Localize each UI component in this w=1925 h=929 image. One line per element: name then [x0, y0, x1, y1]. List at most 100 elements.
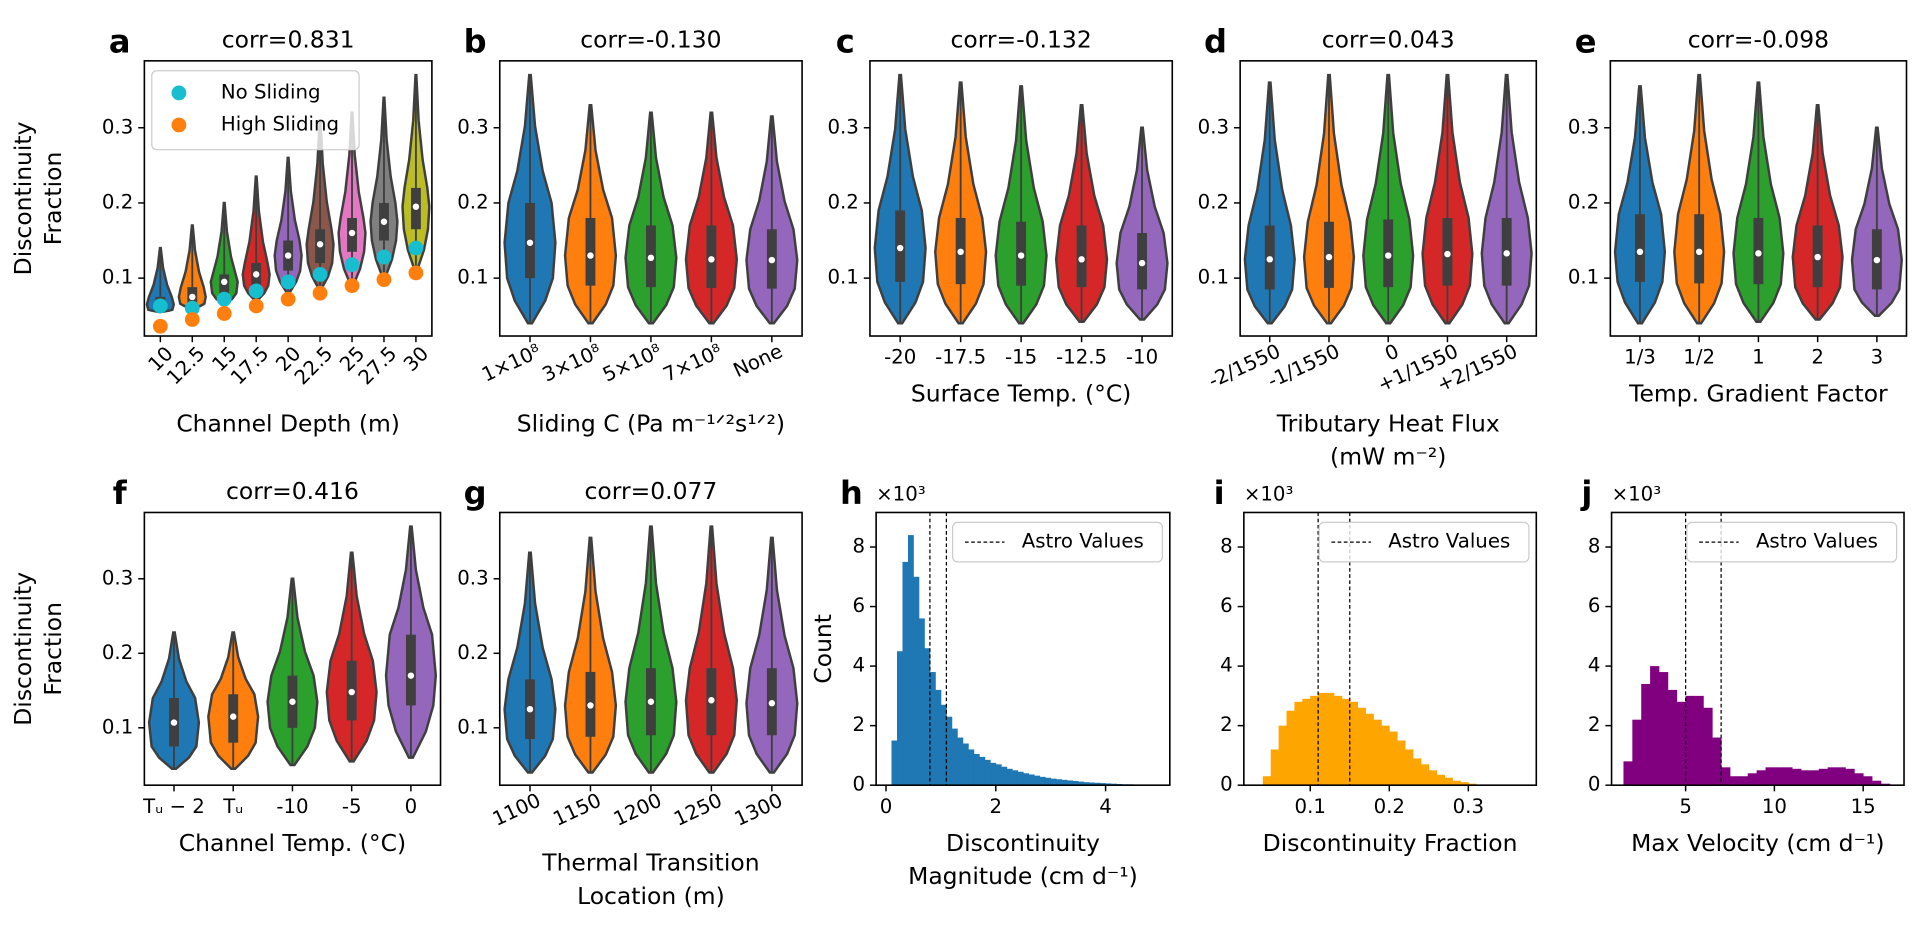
x-tick-label: 12.5: [162, 342, 209, 389]
hist-bar: [1792, 769, 1801, 785]
panel-letter: g: [464, 474, 487, 512]
panel-letter: i: [1214, 474, 1225, 512]
legend-label: Astro Values: [1388, 530, 1510, 553]
x-tick-label: 1300: [731, 789, 786, 831]
violin-median: [587, 702, 593, 708]
x-tick-label: 1/3: [1624, 346, 1656, 369]
hist-bar: [1389, 732, 1397, 786]
x-tick-label: 30: [399, 342, 433, 376]
x-tick-label: 0: [405, 795, 418, 818]
hist-bar: [1350, 702, 1358, 785]
x-tick-label: 0: [1381, 339, 1402, 365]
y-axis-label: Fraction: [39, 602, 67, 696]
hist-bar: [1721, 767, 1730, 785]
x-axis-label: (mW m⁻²): [1330, 443, 1446, 471]
violin-box: [406, 635, 416, 706]
x-tick-label: 1150: [550, 789, 605, 831]
chart-title: corr=0.831: [222, 26, 355, 54]
hist-bar: [935, 690, 941, 785]
legend-label: No Sliding: [221, 80, 321, 103]
violin-median: [587, 252, 593, 258]
y-tick-label: 0.1: [1198, 266, 1229, 289]
y-tick-label: 0.2: [1568, 190, 1599, 213]
chart-title: corr=0.077: [585, 477, 718, 505]
violin-median: [1078, 256, 1084, 262]
violin-median: [230, 713, 236, 719]
violin-median: [1385, 252, 1391, 258]
x-tick-label: Tᵤ − 2: [142, 795, 205, 818]
hist-bar: [1677, 702, 1686, 785]
violin-median: [1637, 249, 1643, 255]
hist-bar: [968, 749, 974, 785]
hist-bar: [1810, 770, 1819, 785]
hist-bar: [985, 760, 991, 785]
legend-label: Astro Values: [1022, 530, 1144, 553]
hist-bar: [1405, 749, 1413, 785]
hist-bar: [1659, 672, 1668, 785]
y-tick-label: 6: [852, 594, 865, 617]
y-tick-label: 0.3: [1568, 115, 1599, 138]
hist-bar: [1632, 720, 1641, 785]
hist-bar: [1029, 774, 1035, 785]
y-tick-label: 0.2: [1198, 190, 1229, 213]
x-tick-label: -10: [276, 795, 308, 818]
point: [409, 241, 424, 256]
chart-title: corr=0.043: [1322, 26, 1455, 54]
y-tick-label: 0.1: [457, 715, 488, 738]
violin-box: [586, 218, 596, 286]
axis-multiplier: ×10³: [876, 483, 926, 506]
y-tick-label: 0.3: [1198, 115, 1229, 138]
point: [313, 286, 328, 301]
violin-median: [1326, 254, 1332, 260]
y-tick-label: 0.3: [102, 566, 133, 589]
hist-bar: [1302, 699, 1310, 785]
hist-bar: [979, 757, 985, 785]
x-tick-label: 0.2: [1374, 795, 1405, 818]
point: [281, 292, 296, 307]
hist-bar: [1766, 767, 1775, 785]
panel-letter: c: [836, 23, 855, 61]
hist-bar: [1845, 769, 1854, 785]
hist-bar: [1051, 779, 1057, 786]
x-tick-label: -10: [1126, 346, 1158, 369]
y-tick-label: 8: [1220, 535, 1233, 558]
y-tick-label: 0.1: [1568, 266, 1599, 289]
hist-bar: [1294, 702, 1302, 785]
plot-area: [505, 75, 798, 323]
x-axis-label: Channel Temp. (°C): [179, 829, 406, 857]
x-tick-label: -5: [342, 795, 362, 818]
violin-median: [769, 257, 775, 263]
y-tick-label: 2: [1588, 713, 1601, 736]
point: [249, 299, 264, 314]
hist-bar: [919, 618, 925, 785]
point: [281, 274, 296, 289]
hist-bar: [1854, 773, 1863, 785]
y-axis-label: Fraction: [39, 152, 67, 246]
hist-bar: [1045, 778, 1051, 785]
violin-median: [285, 252, 291, 258]
violin-box: [1635, 214, 1645, 282]
hist-bar: [1413, 758, 1421, 785]
y-tick-label: 0.3: [457, 566, 488, 589]
violin-median: [221, 279, 227, 285]
hist-bar: [1429, 770, 1437, 785]
point: [185, 312, 200, 327]
violin-median: [648, 699, 654, 705]
violin-median: [253, 271, 259, 277]
hist-bar: [1334, 696, 1342, 785]
hist-bar: [1397, 741, 1405, 786]
hist-bar: [1623, 761, 1632, 785]
hist-bar: [908, 535, 914, 785]
x-tick-label: 1: [1752, 346, 1765, 369]
hist-bar: [1040, 777, 1046, 785]
point: [313, 267, 328, 282]
hist-bar: [1034, 776, 1040, 786]
y-tick-label: 2: [1220, 713, 1233, 736]
y-tick-label: 2: [852, 713, 865, 736]
